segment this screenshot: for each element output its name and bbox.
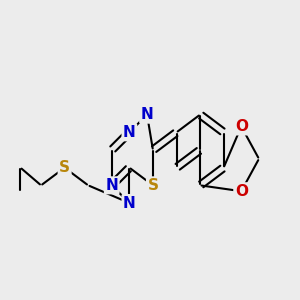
Text: N: N (105, 178, 118, 193)
Text: O: O (235, 184, 248, 199)
Text: S: S (59, 160, 70, 175)
Text: N: N (141, 107, 153, 122)
Text: S: S (147, 178, 158, 193)
Text: O: O (235, 119, 248, 134)
Text: N: N (123, 125, 136, 140)
Text: N: N (123, 196, 136, 211)
